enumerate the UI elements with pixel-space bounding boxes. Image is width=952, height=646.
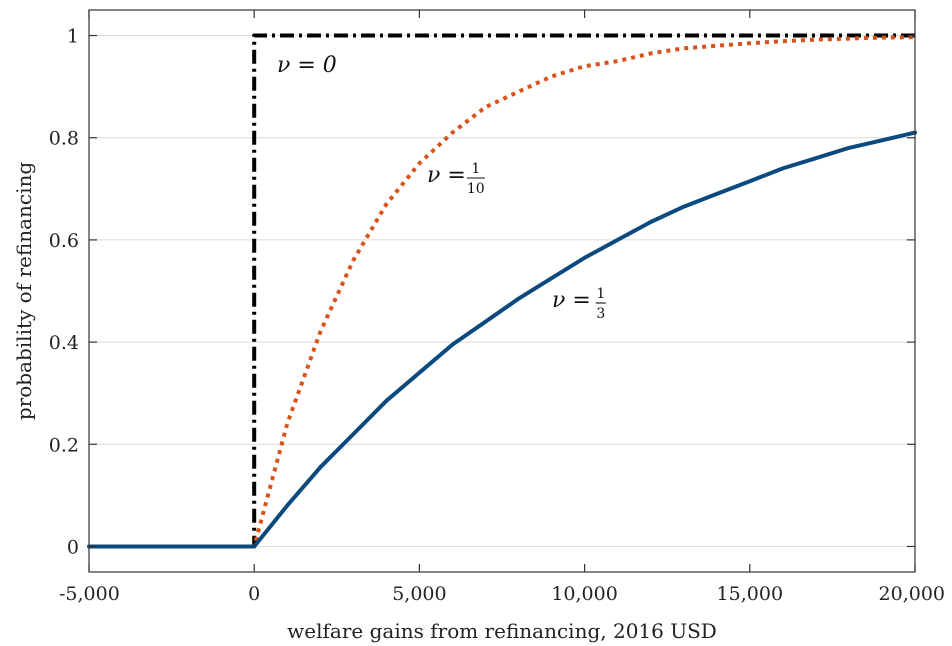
y-tick-label: 0.6 [49,230,79,252]
series-line-2 [87,130,917,549]
curve-label-1: ν = 1 10 [427,161,485,197]
label-numerator: 1 [471,161,480,177]
x-tick-label: 10,000 [551,583,617,605]
series-line-0 [89,33,915,549]
x-tick-label: 5,000 [392,583,446,605]
curve-label-2: ν = 1 3 [552,286,606,322]
axis-ticks: 0 0.2 0.4 0.6 0.8 1 -5,000 0 5,000 10,000 15,000 20… [49,10,945,605]
curve-label-text: ν = 0 [277,53,337,78]
curve-label-text: ν = [427,163,466,188]
y-tick-label: 0.4 [49,332,79,354]
x-tick-label: 0 [248,583,260,605]
label-denominator: 3 [596,306,605,322]
x-tick-label: -5,000 [59,583,120,605]
y-tick-label: 0.2 [49,434,79,456]
x-tick-label: 20,000 [879,583,945,605]
label-numerator: 1 [596,286,605,302]
curve-label-0: ν = 0 [277,53,337,78]
curve-label-text: ν = [552,288,591,313]
x-tick-label: 15,000 [717,583,783,605]
label-denominator: 10 [467,181,485,197]
y-axis-label: probability of refinancing [12,162,36,421]
plot-frame [88,9,916,573]
series-layer [87,33,917,549]
grid-lines [89,35,915,547]
y-tick-label: 0.8 [49,128,79,150]
y-tick-label: 0 [67,536,79,558]
y-tick-label: 1 [67,26,79,48]
x-axis-label: welfare gains from refinancing, 2016 USD [287,619,717,643]
series-line-1 [89,35,916,549]
